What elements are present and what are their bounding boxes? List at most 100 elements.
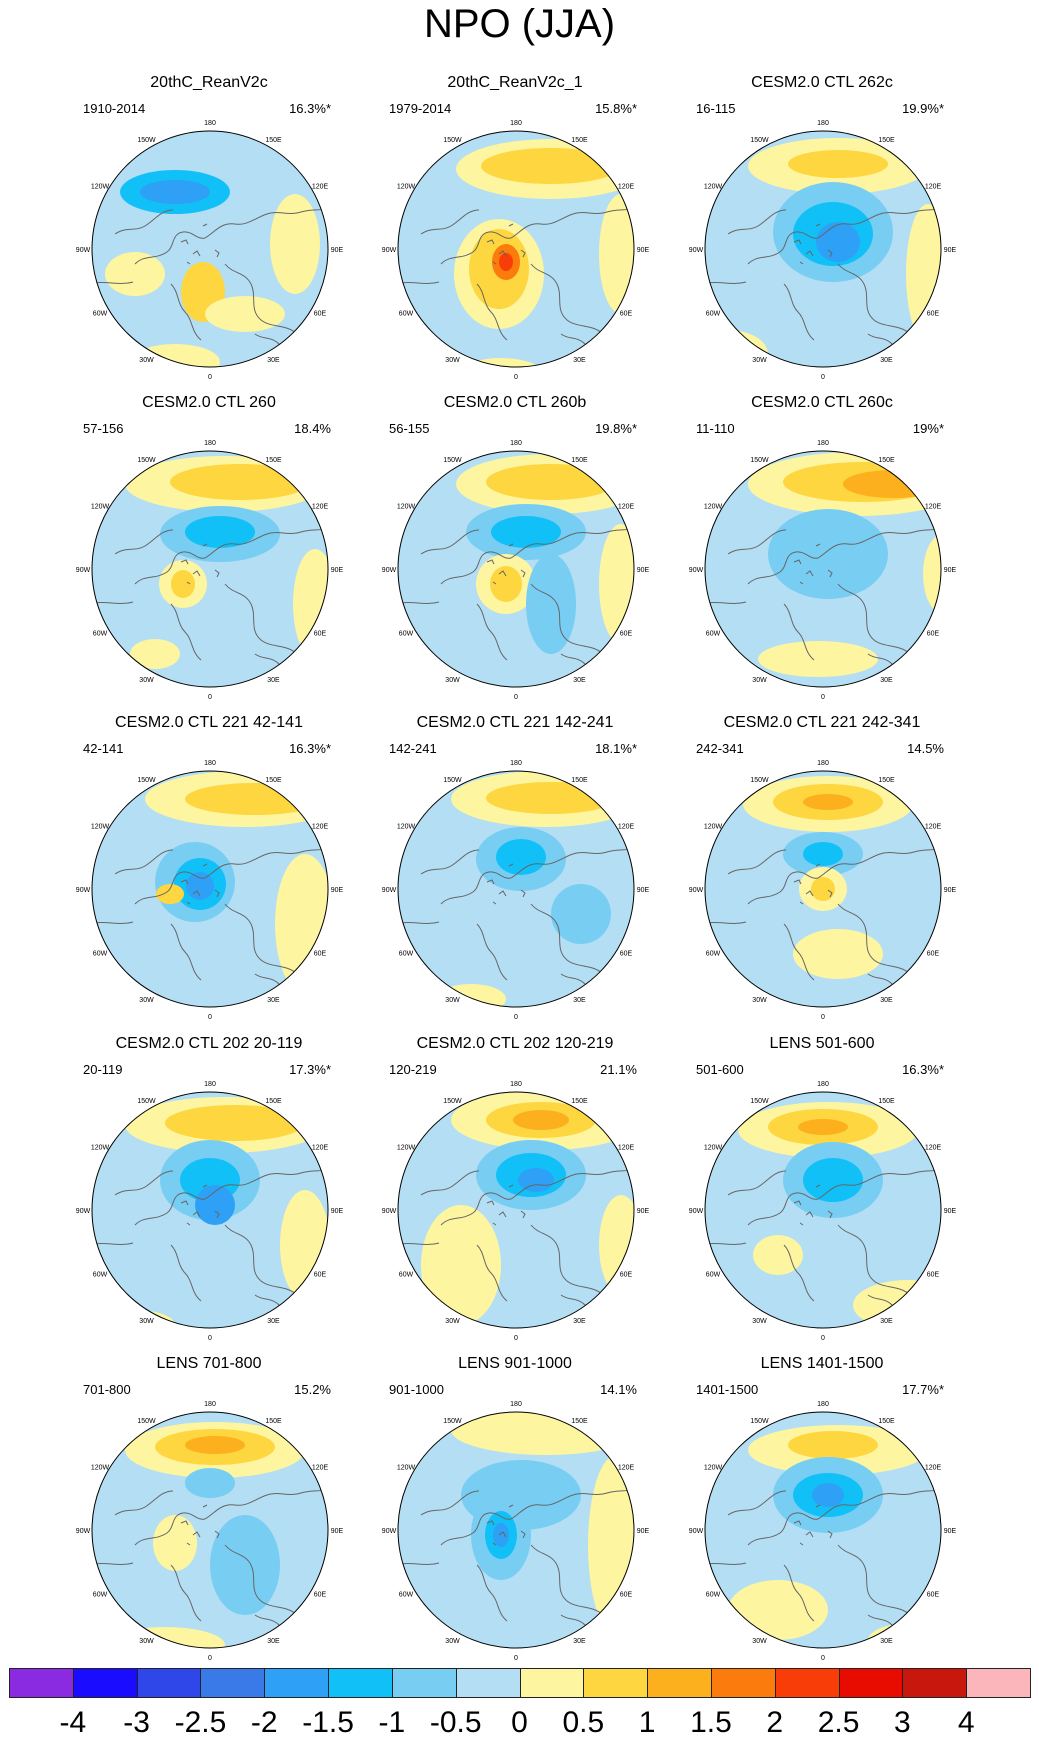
longitude-label: 30W bbox=[752, 1638, 767, 1645]
longitude-label: 120E bbox=[618, 1145, 635, 1152]
longitude-label: 180 bbox=[204, 1081, 216, 1088]
longitude-label: 120E bbox=[925, 184, 942, 191]
anomaly-contour bbox=[788, 150, 888, 178]
longitude-label: 0 bbox=[208, 694, 212, 701]
longitude-label: 30W bbox=[445, 677, 460, 684]
anomaly-contour bbox=[906, 204, 941, 344]
map-boundary bbox=[397, 450, 635, 688]
polar-map: 180 150E 120E 90E 60E 30E 0 30W 60W 90W 120W 150W bbox=[382, 760, 650, 1021]
coastline bbox=[204, 845, 328, 879]
longitude-label: 60W bbox=[93, 631, 108, 638]
coastline bbox=[476, 283, 508, 341]
colorbar-box bbox=[838, 1668, 904, 1698]
colorbar-tick-label: 0.5 bbox=[562, 1706, 605, 1739]
coastline bbox=[793, 863, 833, 905]
anomaly-contour bbox=[493, 1523, 509, 1547]
longitude-label: 60W bbox=[399, 1272, 414, 1279]
map-boundary bbox=[91, 450, 329, 688]
panel-variance: 19%* bbox=[912, 421, 944, 436]
map-boundary bbox=[397, 770, 635, 1008]
coastline bbox=[440, 1192, 512, 1226]
map-panel: CESM2.0 CTL 202 120-219 120-219 21.1% 180 15… bbox=[365, 1035, 665, 1355]
longitude-label: 120W bbox=[704, 824, 723, 831]
longitude-label: 120E bbox=[312, 1145, 329, 1152]
panel-title: CESM2.0 CTL 262c bbox=[751, 74, 893, 91]
map-panel: CESM2.0 CTL 260 57-156 18.4% 180 150E 120E 90E… bbox=[59, 394, 359, 714]
anomaly-contour bbox=[499, 253, 513, 271]
coastline bbox=[793, 223, 833, 265]
longitude-label: 150E bbox=[878, 1098, 895, 1105]
map-panel: CESM2.0 CTL 202 20-119 20-119 17.3%* 180 150… bbox=[59, 1035, 359, 1355]
longitude-label: 120W bbox=[91, 1145, 110, 1152]
coastline bbox=[817, 845, 941, 879]
anomaly-contour bbox=[156, 884, 184, 904]
coastline bbox=[170, 1564, 202, 1622]
map-panel: CESM2.0 CTL 221 42-141 42-141 16.3%* 180 150… bbox=[59, 714, 359, 1034]
coastline bbox=[170, 923, 202, 981]
longitude-label: 90E bbox=[331, 887, 344, 894]
anomaly-contour bbox=[186, 872, 214, 900]
polar-map: 180 150E 120E 90E 60E 30E 0 30W 60W 90W 120W 150W bbox=[76, 1081, 344, 1342]
longitude-label: 90E bbox=[944, 1528, 957, 1535]
longitude-label: 30E bbox=[573, 1638, 586, 1645]
colorbar-tick-label: 0 bbox=[511, 1706, 528, 1739]
panel-period: 57-156 bbox=[83, 421, 124, 436]
longitude-label: 0 bbox=[208, 374, 212, 381]
longitude-label: 90W bbox=[76, 1528, 91, 1535]
coastline bbox=[486, 1504, 526, 1546]
anomaly-contour bbox=[486, 782, 616, 814]
anomaly-contour bbox=[171, 570, 195, 598]
coastline bbox=[510, 525, 634, 559]
longitude-label: 150E bbox=[571, 137, 588, 144]
longitude-label: 150W bbox=[750, 457, 769, 464]
coastline bbox=[486, 223, 526, 265]
coastline bbox=[476, 603, 508, 661]
anomaly-contour bbox=[195, 1185, 235, 1225]
anomaly-contour bbox=[518, 1168, 554, 1192]
longitude-label: 30E bbox=[880, 997, 893, 1004]
map-boundary bbox=[704, 770, 942, 1008]
longitude-label: 120W bbox=[397, 1145, 416, 1152]
longitude-label: 60E bbox=[314, 951, 327, 958]
longitude-label: 180 bbox=[510, 760, 522, 767]
coastline bbox=[114, 849, 174, 875]
anomaly-contour bbox=[551, 884, 611, 944]
longitude-label: 90W bbox=[689, 567, 704, 574]
longitude-label: 30W bbox=[752, 997, 767, 1004]
longitude-label: 60E bbox=[314, 311, 327, 318]
anomaly-contour bbox=[130, 639, 180, 669]
map-panel: LENS 701-800 701-800 15.2% 180 150E 120E 90E 60… bbox=[59, 1355, 359, 1675]
longitude-label: 30E bbox=[267, 677, 280, 684]
panel-variance: 16.3%* bbox=[289, 741, 331, 756]
map-panel: LENS 501-600 501-600 16.3%* 180 150E 120E 90E 6… bbox=[672, 1035, 972, 1355]
panel-variance: 18.4% bbox=[294, 421, 331, 436]
colorbar-tick-label: 2.5 bbox=[817, 1706, 860, 1739]
longitude-label: 60W bbox=[93, 1272, 108, 1279]
coastline bbox=[440, 231, 512, 265]
longitude-label: 60E bbox=[927, 311, 940, 318]
polar-map: 180 150E 120E 90E 60E 30E 0 30W 60W 90W 120W 150W bbox=[382, 1081, 650, 1342]
anomaly-contour bbox=[803, 842, 843, 866]
anomaly-contour bbox=[481, 148, 621, 184]
panel-period: 901-1000 bbox=[389, 1382, 444, 1397]
longitude-label: 120W bbox=[91, 504, 110, 511]
anomaly-contour bbox=[803, 1158, 863, 1202]
anomaly-contour bbox=[210, 1515, 280, 1615]
coastline bbox=[180, 1504, 220, 1546]
anomaly-contour bbox=[293, 549, 328, 659]
coastline bbox=[180, 543, 220, 585]
longitude-label: 60W bbox=[706, 1272, 721, 1279]
longitude-label: 150W bbox=[443, 1098, 462, 1105]
panel-period: 1401-1500 bbox=[696, 1382, 759, 1397]
longitude-label: 90W bbox=[382, 247, 397, 254]
longitude-label: 30W bbox=[139, 1318, 154, 1325]
anomaly-contour bbox=[165, 1105, 305, 1141]
colorbar-tick-label: 4 bbox=[957, 1706, 975, 1739]
coastline bbox=[440, 1512, 512, 1546]
longitude-label: 180 bbox=[817, 1081, 829, 1088]
colorbar-box bbox=[328, 1668, 393, 1698]
map-boundary bbox=[397, 1411, 635, 1649]
panel-title: LENS 501-600 bbox=[769, 1035, 875, 1052]
coastline bbox=[727, 849, 787, 875]
longitude-label: 180 bbox=[817, 1401, 829, 1408]
